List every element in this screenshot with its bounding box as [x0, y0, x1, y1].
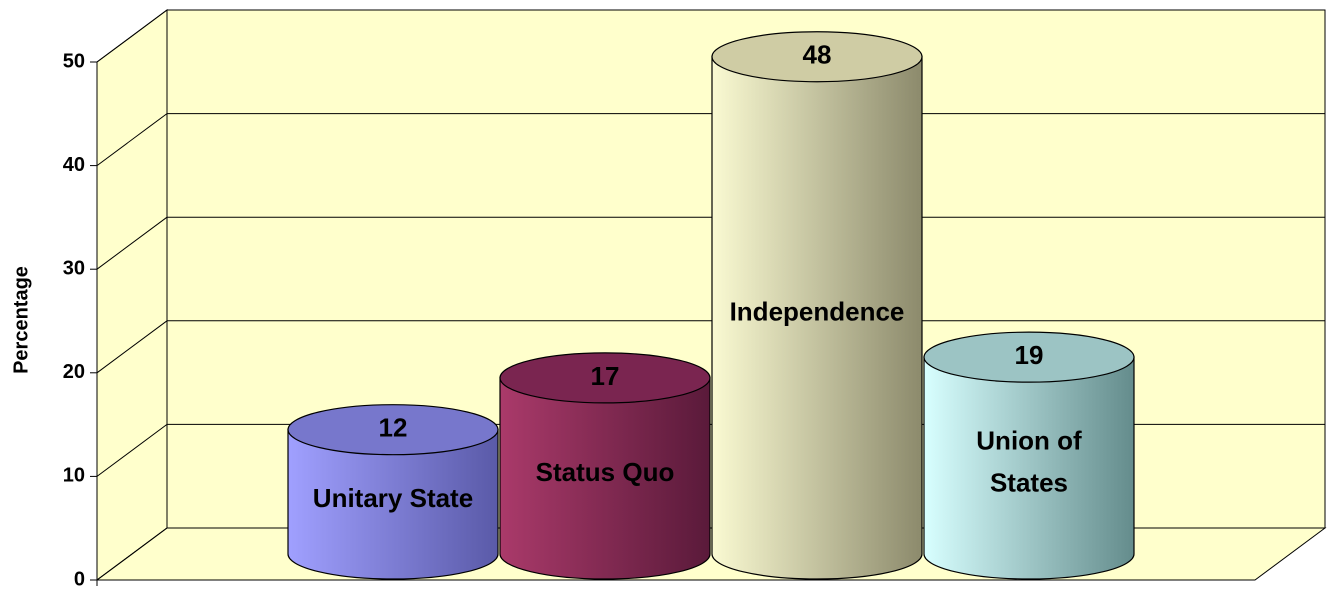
cylinder-top	[711, 31, 923, 83]
side-grid-line	[96, 216, 168, 270]
category-label: Status Quo	[536, 457, 675, 487]
y-tick-label: 30	[63, 257, 85, 279]
cylinder	[923, 356, 1135, 580]
cylinder	[287, 429, 499, 580]
y-tick-label: 20	[63, 361, 85, 383]
side-grid-line	[96, 320, 168, 374]
cylinder-top	[499, 352, 711, 404]
value-label: 12	[379, 413, 408, 443]
cylinder-top	[923, 331, 1135, 383]
side-grid-line	[96, 423, 168, 477]
cylinder-top	[287, 404, 499, 456]
floor	[95, 527, 1327, 581]
y-tick-label: 50	[63, 50, 85, 72]
side-grid-line	[96, 527, 168, 581]
category-label: Union of States	[976, 425, 1082, 497]
category-label: Independence	[730, 296, 905, 326]
side-grid-line	[96, 113, 168, 167]
y-tick-label: 10	[63, 465, 85, 487]
side-wall	[96, 9, 168, 581]
value-label: 17	[591, 361, 620, 391]
y-tick-label: 0	[74, 568, 85, 590]
value-label: 48	[803, 40, 832, 70]
cylinder	[499, 377, 711, 580]
y-tick-label: 40	[63, 154, 85, 176]
cylinder	[711, 56, 923, 580]
side-grid-line	[96, 9, 168, 63]
y-axis-label: Percentage	[10, 266, 32, 374]
category-label: Unitary State	[313, 483, 473, 513]
value-label: 19	[1015, 340, 1044, 370]
